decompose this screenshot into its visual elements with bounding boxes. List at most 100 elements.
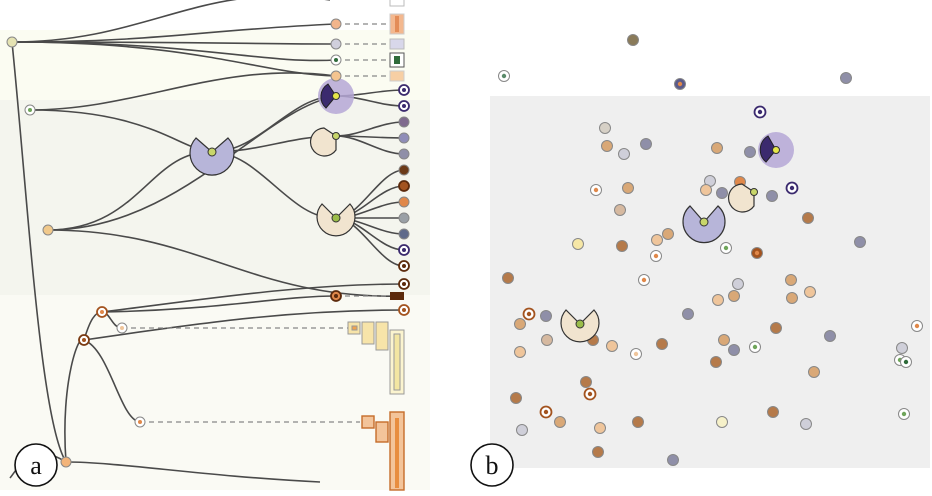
tree-node [398, 100, 410, 112]
map-node [808, 366, 820, 378]
map-node [590, 184, 602, 196]
tree-node [398, 244, 410, 256]
map-node [514, 346, 526, 358]
map-node [502, 272, 514, 284]
map-node [599, 122, 611, 134]
tree-node [398, 180, 410, 192]
map-node [896, 342, 908, 354]
map-node [824, 330, 836, 342]
map-node [656, 338, 668, 350]
map-node [720, 242, 732, 254]
tree-node [116, 322, 128, 334]
map-node [674, 78, 686, 90]
map-node [766, 190, 778, 202]
map-node [516, 424, 528, 436]
svg-text:b: b [486, 451, 499, 480]
map-node [770, 322, 782, 334]
tree-node [330, 70, 342, 82]
map-node [592, 446, 604, 458]
map-node [606, 340, 618, 352]
map-node [711, 142, 723, 154]
legend-bars-yellow [347, 321, 405, 395]
map-node [744, 146, 756, 158]
map-node [616, 240, 628, 252]
tree-node [398, 260, 410, 272]
map-node [638, 274, 650, 286]
map-node [785, 274, 797, 286]
map-node [753, 105, 767, 119]
tree-node [398, 116, 410, 128]
tree-node [330, 54, 342, 66]
map-node [728, 290, 740, 302]
legend-bars-top [389, 0, 405, 300]
map-node [522, 307, 536, 321]
tree-node [398, 132, 410, 144]
map-node [800, 418, 812, 430]
tree-node [42, 224, 54, 236]
map-node [767, 406, 779, 418]
tree-nodes [6, 18, 410, 468]
tree-node [24, 104, 36, 116]
map-node [554, 416, 566, 428]
map-node [728, 344, 740, 356]
map-node [580, 376, 592, 388]
tree-node [78, 334, 90, 346]
map-node [622, 182, 634, 194]
map-node [627, 34, 639, 46]
map-node [854, 236, 866, 248]
map-node [614, 204, 626, 216]
map-node [900, 356, 912, 368]
map-node [632, 416, 644, 428]
panel-label-a: a [14, 443, 58, 487]
map-node [510, 392, 522, 404]
tree-node [60, 456, 72, 468]
tree-node [6, 36, 18, 48]
map-node [751, 247, 763, 259]
tree-node [398, 304, 410, 316]
map-node [541, 334, 553, 346]
map-node [540, 310, 552, 322]
dashed-connectors [122, 23, 390, 423]
tree-node [398, 164, 410, 176]
map-node [840, 72, 852, 84]
map-node [718, 334, 730, 346]
map-node [662, 228, 674, 240]
map-node [583, 387, 597, 401]
panel-label-b: b [470, 443, 514, 487]
tree-node [398, 148, 410, 160]
map-node [710, 356, 722, 368]
map-node [640, 138, 652, 150]
map-node [651, 234, 663, 246]
pie-glyphs-a [189, 78, 356, 237]
tree-node [96, 306, 108, 318]
map-node [732, 278, 744, 290]
map-node [594, 422, 606, 434]
map-node [539, 405, 553, 419]
tree-node [398, 212, 410, 224]
tree-node [398, 228, 410, 240]
tree-node [134, 416, 146, 428]
map-nodes [498, 34, 923, 466]
tree-node [398, 196, 410, 208]
map-node [712, 294, 724, 306]
map-node [786, 292, 798, 304]
legend-bars-orange [361, 411, 405, 491]
map-node [682, 308, 694, 320]
map-node [630, 348, 642, 360]
map-node [667, 454, 679, 466]
map-node [749, 341, 761, 353]
tree-node [330, 38, 342, 50]
map-node [911, 320, 923, 332]
map-node [716, 187, 728, 199]
tree-node [398, 84, 410, 96]
svg-text:a: a [30, 451, 42, 480]
map-node [601, 140, 613, 152]
map-node [514, 318, 526, 330]
map-node [498, 70, 510, 82]
map-node [716, 416, 728, 428]
tree-node [330, 290, 342, 302]
map-background [490, 96, 930, 468]
map-node [572, 238, 584, 250]
